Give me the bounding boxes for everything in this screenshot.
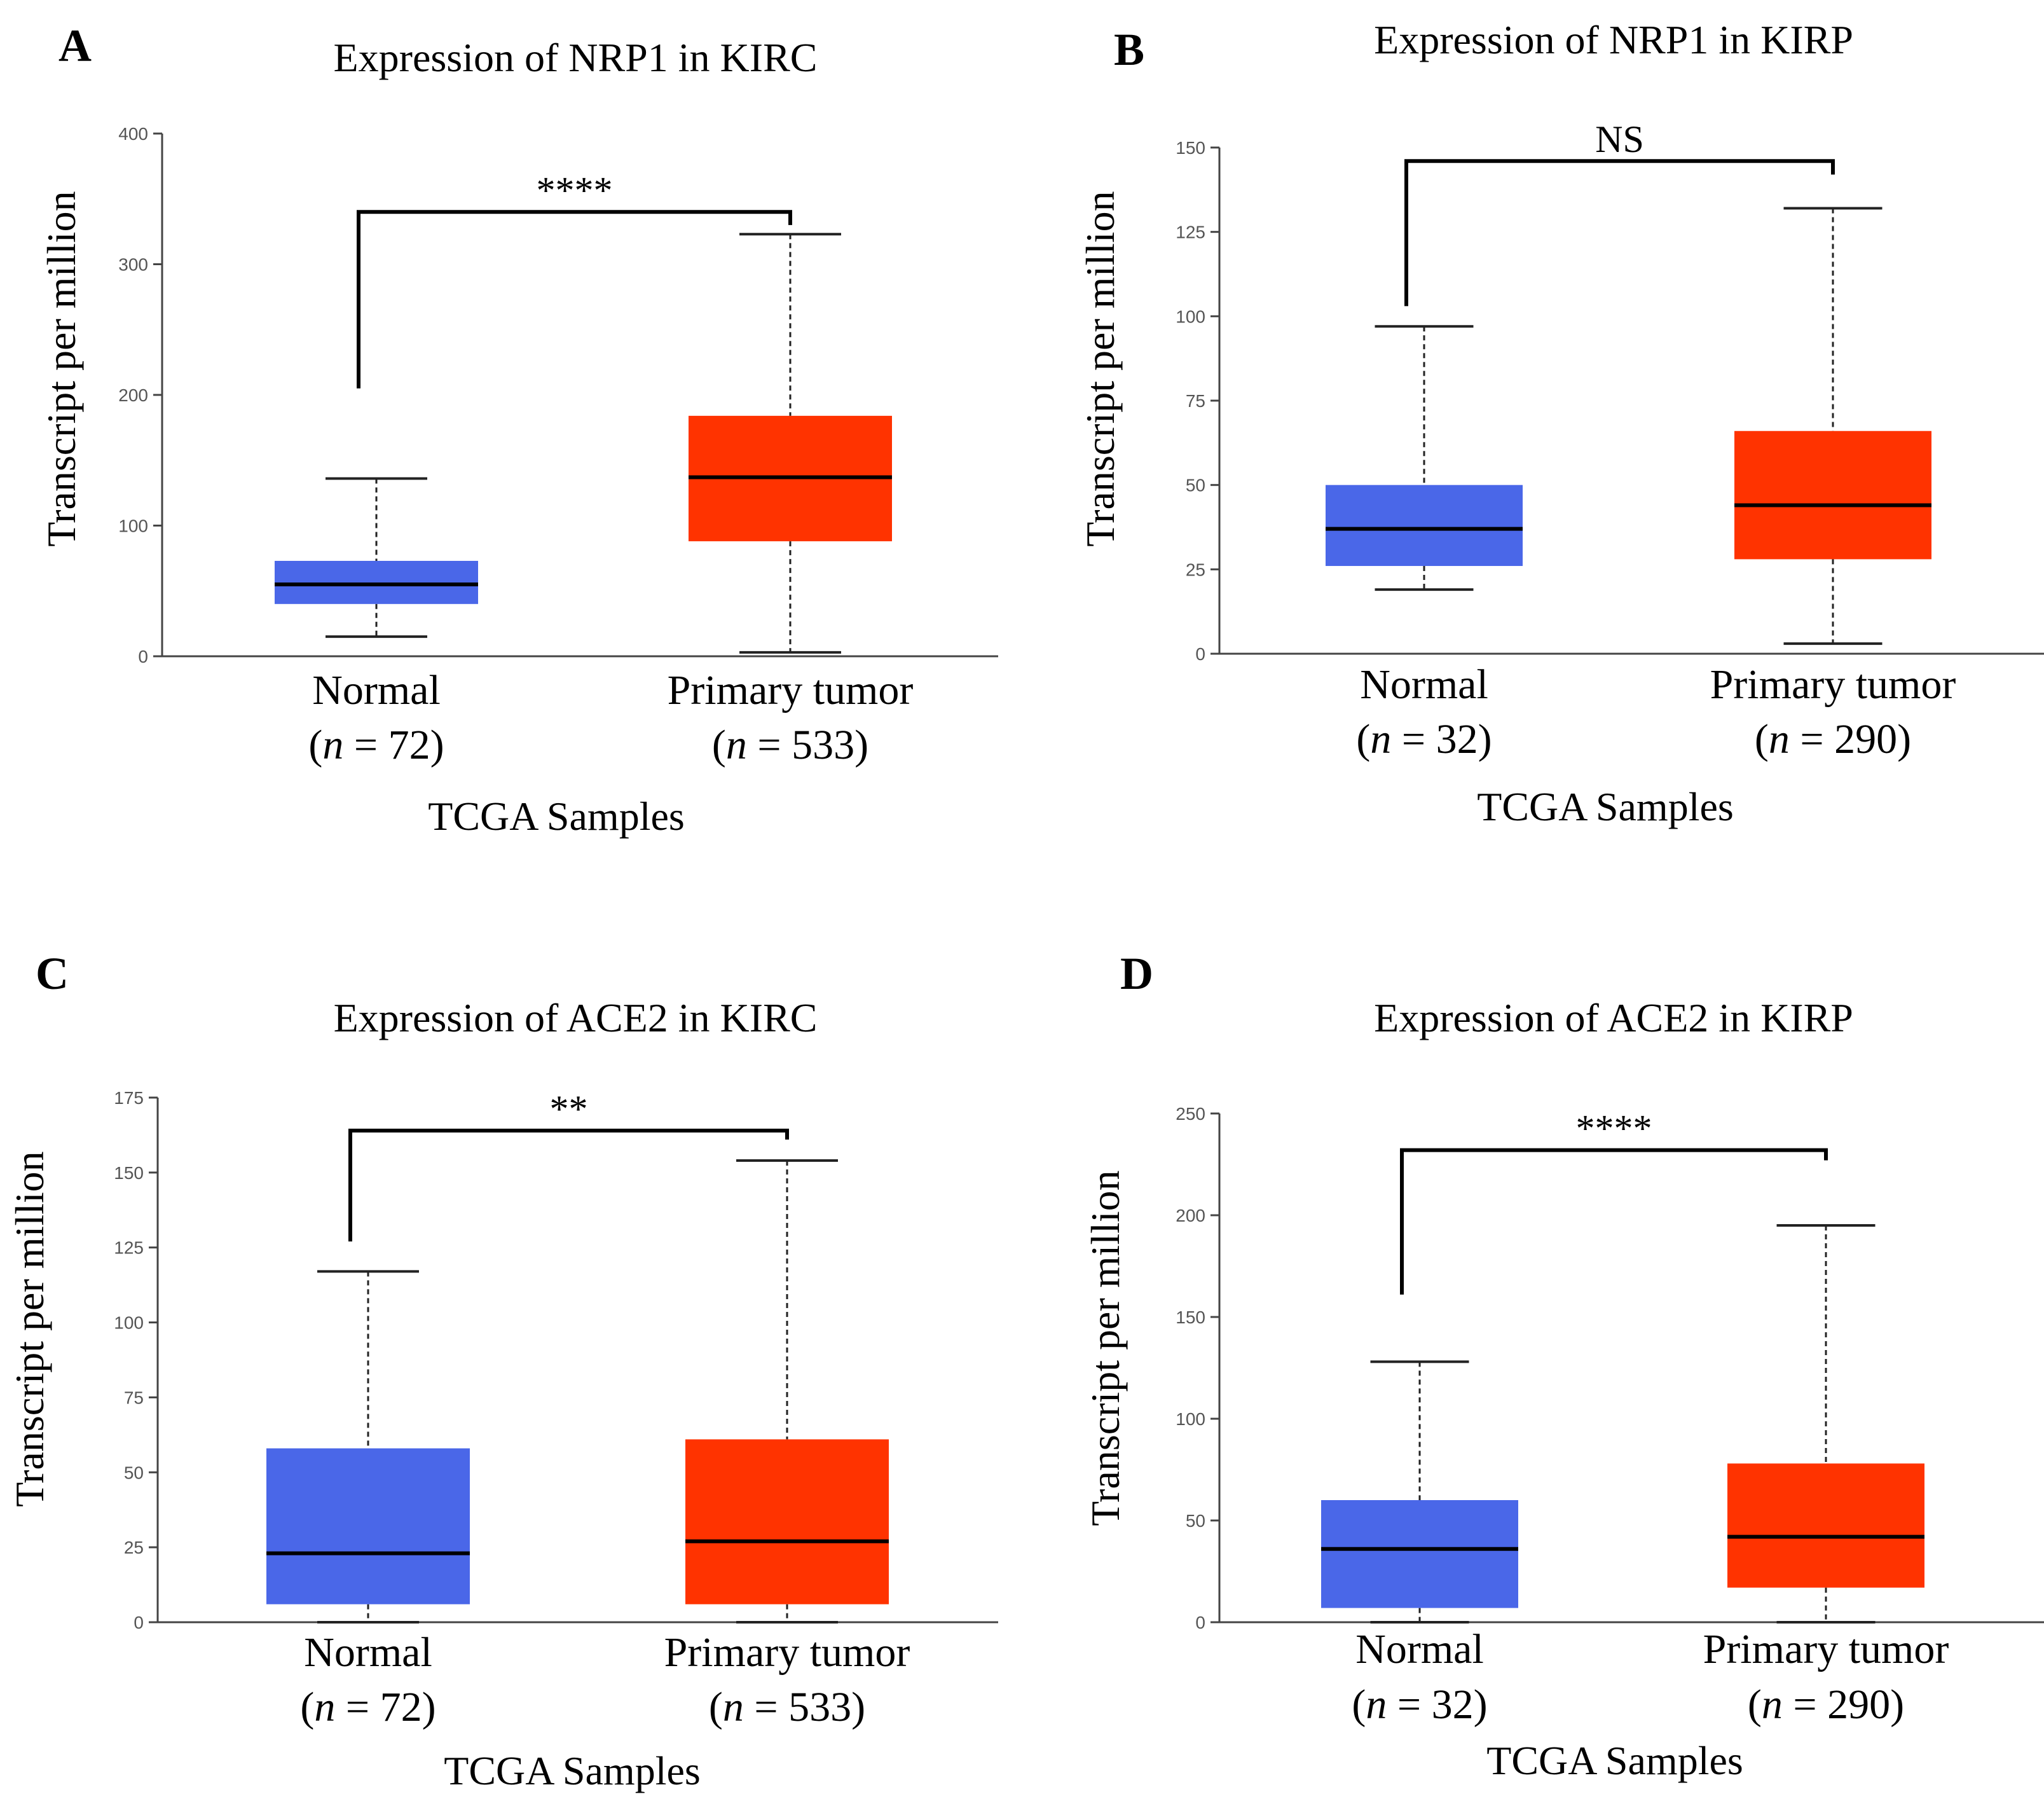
category-label: Primary tumor: [1703, 1626, 1949, 1672]
significance-label: NS: [1595, 118, 1644, 160]
y-tick-label: 150: [1176, 138, 1205, 158]
panel-letter: B: [1114, 24, 1144, 75]
sample-size-label: (n = 72): [308, 722, 444, 768]
y-tick-label: 100: [118, 516, 148, 536]
y-tick-label: 250: [1176, 1104, 1205, 1124]
box-normal: [266, 1270, 470, 1623]
sample-size-label: (n = 533): [709, 1684, 865, 1730]
y-axis-label: Transcript per million: [1078, 191, 1123, 546]
chart-title: Expression of NRP1 in KIRC: [334, 35, 818, 80]
y-tick-label: 125: [114, 1238, 144, 1258]
significance-bracket: [357, 210, 792, 389]
y-axis-label: Transcript per million: [7, 1151, 52, 1506]
y-tick-label: 50: [124, 1463, 144, 1482]
panel-c: C Expression of ACE2 in KIRC Transcript pe…: [7, 948, 998, 1793]
y-tick-label: 100: [114, 1313, 144, 1333]
sample-size-label: (n = 72): [300, 1684, 436, 1730]
y-tick-label: 75: [1186, 391, 1205, 411]
y-tick-label: 25: [1186, 560, 1205, 579]
sample-size-label: (n = 533): [712, 722, 868, 768]
y-tick-label: 400: [118, 124, 148, 144]
box-normal: [1321, 1360, 1518, 1623]
y-tick-label: 75: [124, 1388, 144, 1407]
category-label: Primary tumor: [664, 1629, 910, 1676]
iqr-box: [1321, 1500, 1518, 1608]
y-tick-label: 200: [1176, 1206, 1205, 1225]
significance-bracket: [1404, 159, 1835, 307]
category-label: Normal: [1360, 661, 1488, 708]
sample-size-label: (n = 290): [1755, 716, 1911, 762]
significance-label: ****: [1576, 1108, 1652, 1150]
category-label: Normal: [312, 667, 441, 713]
y-tick-label: 50: [1186, 1511, 1205, 1531]
box-normal: [1326, 325, 1523, 591]
category-label: Primary tumor: [1710, 661, 1956, 708]
panel-letter: C: [36, 948, 69, 999]
iqr-box: [685, 1439, 889, 1604]
significance-bracket: [348, 1128, 789, 1242]
x-axis-label: TCGA Samples: [1486, 1738, 1743, 1783]
y-tick-label: 0: [134, 1613, 144, 1632]
category-label: Normal: [1355, 1626, 1484, 1672]
box-primary-tumor: [1727, 1224, 1924, 1623]
iqr-box: [1734, 431, 1931, 560]
panel-letter: D: [1120, 948, 1153, 999]
x-axis-label: TCGA Samples: [1477, 784, 1734, 829]
significance-bracket: [1400, 1148, 1828, 1295]
chart-title: Expression of ACE2 in KIRP: [1374, 995, 1853, 1040]
y-tick-label: 0: [138, 647, 148, 666]
iqr-box: [266, 1448, 470, 1604]
box-normal: [275, 477, 478, 638]
panel-d: D Expression of ACE2 in KIRP Transcript pe…: [1083, 948, 2044, 1783]
iqr-box: [1326, 485, 1523, 567]
y-tick-label: 0: [1195, 1613, 1205, 1632]
sample-size-label: (n = 32): [1356, 716, 1492, 762]
panel-letter: A: [58, 20, 92, 71]
y-tick-label: 100: [1176, 1409, 1205, 1429]
y-tick-label: 50: [1186, 476, 1205, 495]
category-label: Primary tumor: [668, 667, 914, 713]
y-tick-label: 300: [118, 255, 148, 275]
x-axis-label: TCGA Samples: [444, 1748, 701, 1793]
sample-size-label: (n = 290): [1748, 1681, 1904, 1728]
y-tick-label: 0: [1195, 644, 1205, 664]
x-axis-label: TCGA Samples: [428, 794, 685, 839]
box-primary-tumor: [685, 1159, 889, 1623]
y-tick-label: 175: [114, 1088, 144, 1108]
chart-title: Expression of ACE2 in KIRC: [334, 995, 818, 1040]
y-tick-label: 150: [1176, 1307, 1205, 1327]
y-tick-label: 125: [1176, 223, 1205, 242]
box-primary-tumor: [689, 233, 892, 654]
y-axis-label: Transcript per million: [39, 191, 84, 546]
y-tick-label: 200: [118, 385, 148, 405]
y-axis-label: Transcript per million: [1083, 1170, 1128, 1526]
iqr-box: [1727, 1463, 1924, 1588]
chart-title: Expression of NRP1 in KIRP: [1374, 17, 1853, 62]
box-primary-tumor: [1734, 207, 1931, 645]
sample-size-label: (n = 32): [1352, 1681, 1487, 1728]
panel-a: A Expression of NRP1 in KIRC Transcript pe…: [39, 20, 998, 839]
y-tick-label: 150: [114, 1163, 144, 1183]
panel-b: B Expression of NRP1 in KIRP Transcript pe…: [1078, 17, 2044, 829]
significance-label: ****: [537, 169, 613, 211]
y-tick-label: 25: [124, 1538, 144, 1557]
category-label: Normal: [304, 1629, 432, 1676]
iqr-box: [275, 560, 478, 604]
significance-label: **: [550, 1088, 588, 1130]
y-tick-label: 100: [1176, 307, 1205, 326]
